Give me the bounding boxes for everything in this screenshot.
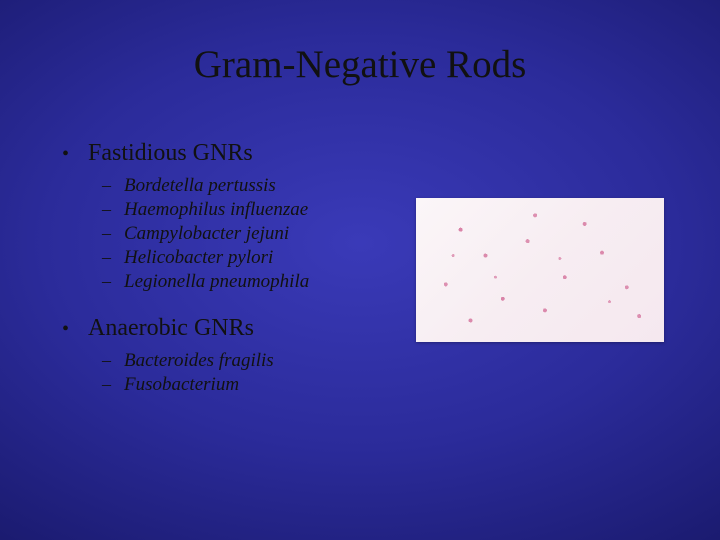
dash-marker-icon: –	[102, 223, 124, 244]
dash-marker-icon: –	[102, 374, 124, 395]
sub-bullet: – Fusobacterium	[102, 374, 422, 396]
sub-bullet-text: Fusobacterium	[124, 374, 239, 396]
sub-bullet: – Helicobacter pylori	[102, 247, 422, 269]
bullet-label: Fastidious GNRs	[88, 140, 253, 167]
sub-bullet: – Bacteroides fragilis	[102, 350, 422, 372]
sub-bullet-text: Bacteroides fragilis	[124, 350, 274, 372]
sub-bullet: – Haemophilus influenzae	[102, 199, 422, 221]
sub-bullet-text: Bordetella pertussis	[124, 175, 276, 197]
dash-marker-icon: –	[102, 199, 124, 220]
sub-bullet-text: Haemophilus influenzae	[124, 199, 308, 221]
slide-content: • Fastidious GNRs – Bordetella pertussis…	[62, 140, 422, 418]
sub-bullet-text: Campylobacter jejuni	[124, 223, 289, 245]
dash-marker-icon: –	[102, 175, 124, 196]
dash-marker-icon: –	[102, 247, 124, 268]
bullet-marker-icon: •	[62, 319, 88, 339]
sub-bullet: – Bordetella pertussis	[102, 175, 422, 197]
slide-title: Gram-Negative Rods	[0, 42, 720, 87]
bullet-level1: • Anaerobic GNRs	[62, 315, 422, 342]
microscopy-image	[416, 198, 664, 342]
sub-bullet: – Campylobacter jejuni	[102, 223, 422, 245]
dash-marker-icon: –	[102, 271, 124, 292]
dash-marker-icon: –	[102, 350, 124, 371]
bullet-level1: • Fastidious GNRs	[62, 140, 422, 167]
sub-bullet-text: Legionella pneumophila	[124, 271, 309, 293]
sub-bullet-text: Helicobacter pylori	[124, 247, 273, 269]
sublist: – Bordetella pertussis – Haemophilus inf…	[62, 175, 422, 293]
bullet-marker-icon: •	[62, 144, 88, 164]
sub-bullet: – Legionella pneumophila	[102, 271, 422, 293]
bullet-label: Anaerobic GNRs	[88, 315, 254, 342]
slide: Gram-Negative Rods • Fastidious GNRs – B…	[0, 0, 720, 540]
sublist: – Bacteroides fragilis – Fusobacterium	[62, 350, 422, 396]
